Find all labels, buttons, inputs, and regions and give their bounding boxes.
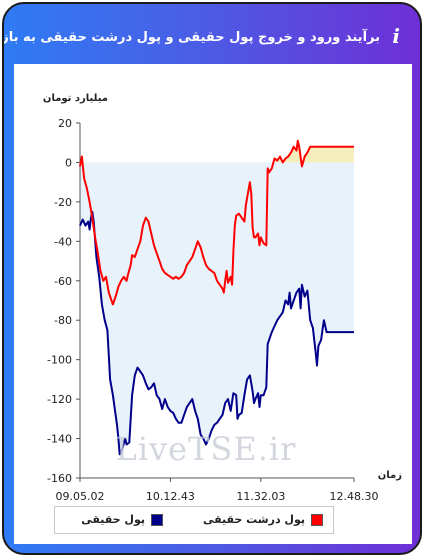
chart-title: برآیند ورود و خروج پول حقیقی و پول درشت … xyxy=(2,30,380,45)
x-tick-label: 11.32.03 xyxy=(236,490,285,503)
legend-label-big-money: پول درشت حقیقی xyxy=(202,513,305,526)
legend: پول درشت حقیقی پول حقیقی xyxy=(54,506,334,534)
y-tick-label: -100 xyxy=(47,354,72,367)
series-line-1 xyxy=(79,210,354,456)
chart-card: i برآیند ورود و خروج پول حقیقی و پول درش… xyxy=(2,2,422,555)
legend-swatch-blue xyxy=(151,513,163,526)
chart-panel: 20 0 -20 -40 -60 -80 -100 -120 -140 -160 09.05.02 1… xyxy=(14,64,412,544)
x-tick-label: 09.05.02 xyxy=(56,490,105,503)
info-icon[interactable]: i xyxy=(392,24,400,48)
y-tick-label: 0 xyxy=(65,156,72,169)
y-tick-label: 20 xyxy=(58,117,72,130)
legend-item-real-money[interactable]: پول حقیقی xyxy=(81,513,163,526)
y-tick-label: -160 xyxy=(47,472,72,485)
x-axis-title: زمان xyxy=(378,470,402,481)
header: i برآیند ورود و خروج پول حقیقی و پول درش… xyxy=(4,4,420,64)
legend-label-real-money: پول حقیقی xyxy=(81,513,145,526)
x-tick-label: 10.12.43 xyxy=(146,490,195,503)
y-axis-title: میلیارد تومان xyxy=(43,93,108,104)
y-tick-label: -140 xyxy=(47,433,72,446)
y-tick-label: -40 xyxy=(54,235,72,248)
y-tick-label: -20 xyxy=(54,196,72,209)
y-tick-label: -80 xyxy=(54,314,72,327)
legend-swatch-red xyxy=(311,513,323,526)
legend-item-big-money[interactable]: پول درشت حقیقی xyxy=(203,513,323,526)
series-area-1 xyxy=(80,162,354,455)
y-tick-label: -120 xyxy=(47,393,72,406)
x-tick-label: 12.48.30 xyxy=(330,490,379,503)
line-chart: 20 0 -20 -40 -60 -80 -100 -120 -140 -160 09.05.02 1… xyxy=(43,93,402,503)
series-line-0 xyxy=(79,139,354,306)
y-tick-label: -60 xyxy=(54,275,72,288)
